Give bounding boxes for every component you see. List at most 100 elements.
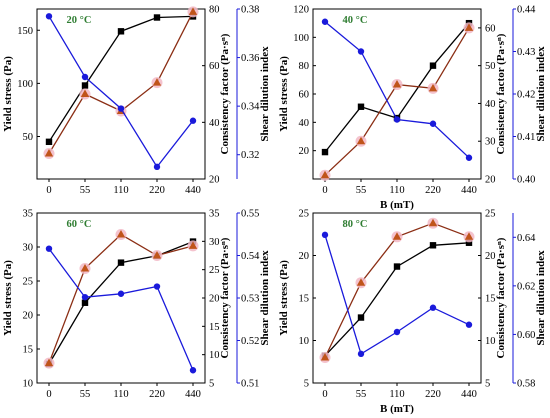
y-right1-title: Consistency factor (Pa·sⁿ) xyxy=(495,237,507,358)
consistency-point xyxy=(392,232,402,240)
y-left-tick-label: 15 xyxy=(299,294,310,305)
x-axis-title: B (mT) xyxy=(380,199,414,211)
x-tick-label: 440 xyxy=(461,389,477,400)
panel-label: 40 °C xyxy=(343,15,368,26)
y-right1-title: Consistency factor (Pa·sⁿ) xyxy=(219,237,231,358)
consistency-point xyxy=(44,149,54,157)
panel-label: 80 °C xyxy=(343,219,368,230)
y-right1-tick-label: 20 xyxy=(485,251,496,262)
yield-point xyxy=(117,259,125,266)
chart-panel-2: 0 55 110 220 440 10 15 20 25 30 35 Yield stress (Pa… xyxy=(2,209,271,401)
consistency-point xyxy=(356,278,366,286)
y-left-tick-label: 30 xyxy=(23,243,34,254)
yield-point xyxy=(429,242,437,249)
x-tick-label: 440 xyxy=(185,389,201,400)
y-right1-tick-label: 20 xyxy=(209,175,220,186)
yield-point xyxy=(81,82,89,89)
y-right1-tick-label: 20 xyxy=(485,175,496,186)
consistency-point xyxy=(116,230,126,238)
yield-point xyxy=(153,14,161,21)
panel-label: 20 °C xyxy=(67,15,92,26)
x-axis-title: B (mT) xyxy=(380,403,414,415)
y-right2-tick-label: 0.51 xyxy=(241,379,259,390)
x-tick-label: 55 xyxy=(80,389,91,400)
yield-point xyxy=(45,138,53,146)
y-right2-tick-label: 0.34 xyxy=(241,102,260,113)
chart-panel-1: 0 55 110 220 440 B (mT) 20 40 60 80 100 120 Yield st… xyxy=(278,5,547,212)
consistency-series-line xyxy=(324,222,470,358)
y-right2-tick-label: 0.41 xyxy=(517,132,535,143)
y-right1-tick-label: 60 xyxy=(485,23,496,34)
y-left-tick-label: 150 xyxy=(17,26,33,37)
y-right1-tick-label: 30 xyxy=(209,237,220,248)
x-tick-label: 110 xyxy=(389,185,404,196)
y-right1-title: Consistency factor (Pa·sⁿ) xyxy=(219,33,231,154)
yield-point xyxy=(117,28,125,35)
shear-point xyxy=(189,117,197,124)
y-right1-tick-label: 25 xyxy=(485,209,496,220)
y-left-tick-label: 80 xyxy=(299,61,310,72)
x-tick-label: 0 xyxy=(322,389,327,400)
shear-point xyxy=(189,367,197,374)
x-tick-label: 0 xyxy=(46,185,51,196)
y-left-tick-label: 20 xyxy=(299,251,310,262)
y-right2-title: Shear dilution index xyxy=(535,46,547,142)
y-right2-tick-label: 0.62 xyxy=(517,281,535,292)
y-right1-tick-label: 40 xyxy=(209,118,220,129)
y-right2-tick-label: 0.64 xyxy=(517,233,536,244)
consistency-point xyxy=(80,264,90,272)
consistency-point xyxy=(428,218,438,227)
y-right1-tick-label: 5 xyxy=(485,379,490,390)
shear-point xyxy=(357,350,365,358)
consistency-point xyxy=(356,136,366,145)
x-tick-label: 440 xyxy=(185,185,201,196)
shear-point xyxy=(45,13,53,20)
y-right1-tick-label: 10 xyxy=(209,350,220,361)
yield-point xyxy=(393,263,401,270)
shear-point xyxy=(117,290,125,297)
yield-point xyxy=(357,103,365,110)
y-left-tick-label: 20 xyxy=(299,146,310,157)
consistency-point xyxy=(44,358,54,367)
x-tick-label: 110 xyxy=(113,389,128,400)
y-right2-tick-label: 0.53 xyxy=(241,294,259,305)
x-tick-label: 220 xyxy=(149,185,165,196)
y-right2-tick-label: 0.40 xyxy=(517,175,535,186)
panel-label: 60 °C xyxy=(67,219,92,230)
y-left-title: Yield stress (Pa) xyxy=(2,56,14,132)
y-left-title: Yield stress (Pa) xyxy=(278,56,290,132)
y-left-tick-label: 60 xyxy=(299,90,310,101)
x-tick-label: 55 xyxy=(80,185,91,196)
consistency-series-line xyxy=(324,27,470,176)
shear-series-line xyxy=(48,248,194,371)
y-left-tick-label: 10 xyxy=(23,379,34,390)
y-left-tick-label: 40 xyxy=(299,118,310,129)
y-right1-tick-label: 60 xyxy=(209,61,220,72)
y-right1-tick-label: 20 xyxy=(209,294,220,305)
shear-series-line xyxy=(48,15,194,169)
y-right2-tick-label: 0.52 xyxy=(241,336,259,347)
y-right2-tick-label: 0.42 xyxy=(517,90,535,101)
yield-point xyxy=(357,314,365,321)
y-right1-tick-label: 30 xyxy=(485,137,496,148)
y-right2-title: Shear dilution index xyxy=(259,250,271,346)
chart-panel-3: 0 55 110 220 440 B (mT) 5 10 15 20 25 Yield stress … xyxy=(278,209,547,416)
x-tick-label: 440 xyxy=(461,185,477,196)
shear-point xyxy=(81,293,89,301)
y-right2-tick-label: 0.43 xyxy=(517,47,535,58)
y-right1-tick-label: 5 xyxy=(209,379,214,390)
consistency-point xyxy=(392,80,402,88)
consistency-point xyxy=(320,170,330,179)
yield-series-line xyxy=(48,15,194,143)
y-left-tick-label: 20 xyxy=(23,311,34,322)
y-right1-tick-label: 10 xyxy=(485,336,496,347)
shear-point xyxy=(321,231,329,239)
consistency-series-line xyxy=(48,233,194,364)
consistency-point xyxy=(428,83,438,92)
consistency-point xyxy=(464,23,474,31)
x-tick-label: 0 xyxy=(322,185,327,196)
consistency-point xyxy=(188,241,198,249)
consistency-point xyxy=(188,7,198,15)
shear-point xyxy=(81,73,89,81)
